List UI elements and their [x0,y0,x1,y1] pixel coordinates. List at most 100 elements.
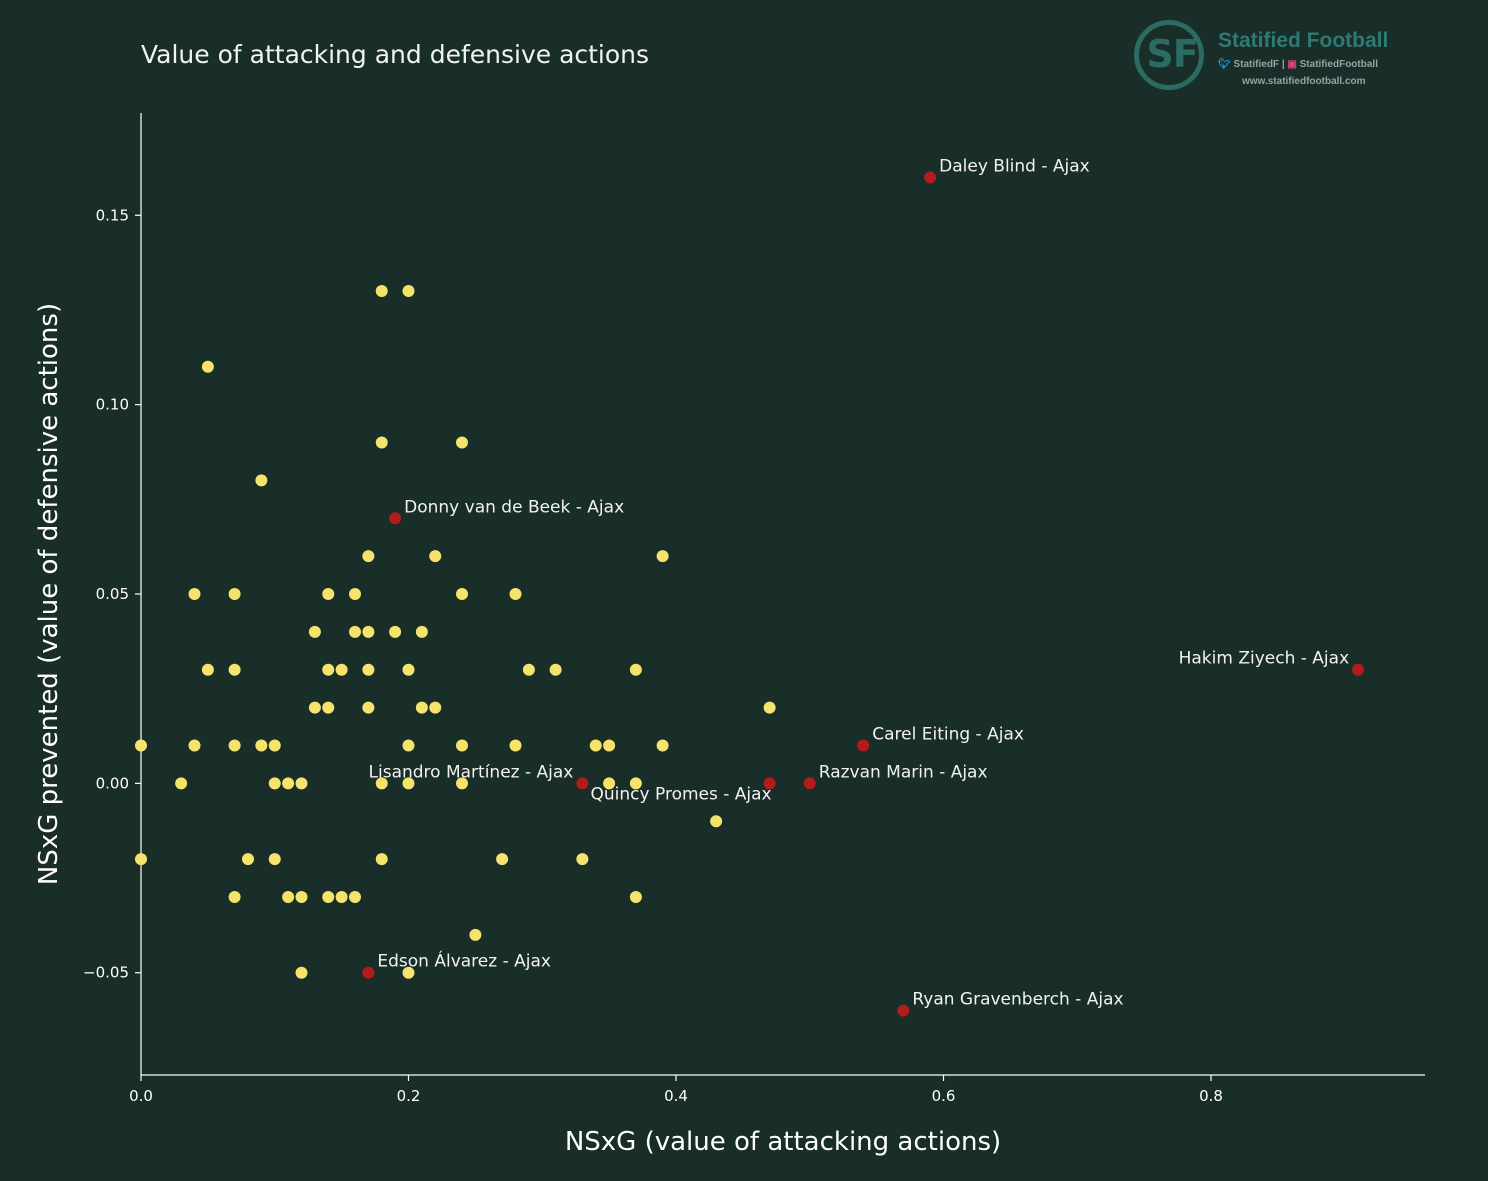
data-point [415,701,428,714]
highlighted-point [576,777,589,790]
data-point [710,815,723,828]
y-axis-title: NSxG prevented (value of defensive actio… [34,303,64,885]
data-point [349,625,361,638]
data-point [389,625,402,638]
data-point [375,285,388,298]
highlighted-point [1352,663,1365,676]
data-point [255,739,268,752]
data-point [228,588,241,600]
data-point [308,701,321,714]
data-point [375,436,388,449]
data-point [228,890,241,903]
data-point [295,890,308,903]
x-tick-label: 0.4 [664,1087,688,1105]
data-point [509,739,522,752]
data-point [763,701,776,714]
data-point [362,663,375,676]
point-label: Donny van de Beek - Ajax [404,497,624,517]
data-point [188,739,201,752]
data-point [228,739,241,752]
data-point [201,663,214,676]
x-tick-label: 0.8 [1199,1087,1223,1105]
data-point [402,777,415,790]
point-label: Razvan Marin - Ajax [819,762,988,782]
data-point [295,777,308,790]
y-tick-label: 0.05 [96,585,129,603]
data-point [375,853,388,866]
data-point [629,663,642,676]
data-point [268,739,281,752]
brand-social: 🐦︎ StatifiedF | ▣ StatifiedFootball [1218,59,1378,70]
data-point [456,588,468,600]
brand-instagram-handle: StatifiedFootball [1299,59,1378,70]
point-label: Ryan Gravenberch - Ajax [912,990,1123,1010]
twitter-icon: 🐦︎ [1218,59,1231,70]
logo-monogram: SF [1146,32,1198,76]
point-label: Hakim Ziyech - Ajax [1179,649,1350,669]
point-label: Quincy Promes - Ajax [591,784,772,804]
data-point [375,777,388,790]
instagram-icon: ▣ [1287,59,1297,70]
data-point [496,853,509,866]
data-point [282,890,295,903]
data-point [135,739,147,752]
logo-ring-icon [1134,20,1204,90]
data-point [429,550,442,563]
brand-logo: SF Statified Football 🐦︎ StatifiedF | ▣ … [1134,20,1424,100]
highlighted-point [763,777,776,790]
data-point [255,474,268,487]
data-point [629,777,642,790]
y-tick-label: 0.10 [96,396,129,414]
data-point [402,285,415,298]
y-tick-label: 0.00 [96,774,129,792]
data-point [456,436,468,449]
data-point [656,739,669,752]
data-point [522,663,535,676]
x-axis-title: NSxG (value of attacking actions) [565,1127,1001,1157]
highlighted-point [803,777,816,790]
point-label: Lisandro Martínez - Ajax [369,762,574,782]
data-point [228,663,241,676]
data-point [456,739,468,752]
data-point [349,890,361,903]
chart-point-labels: Daley Blind - Ajax Donny van de Beek - Aj… [369,156,1350,1009]
data-point [322,588,335,600]
data-point [201,360,214,373]
y-tick-label: 0.15 [96,206,129,224]
data-point [603,739,616,752]
data-point [295,966,308,979]
chart-axes: 0.0 0.2 0.4 0.6 0.8 −0.05 0.00 0.05 0.10 0.15 NSxG… [34,113,1425,1157]
x-tick-label: 0.2 [397,1087,421,1105]
brand-name: Statified Football [1218,29,1389,52]
data-point [402,663,415,676]
data-point [322,701,335,714]
data-point [322,890,335,903]
data-point [629,890,642,903]
data-point [308,625,321,638]
data-point [135,853,147,866]
data-point [268,853,281,866]
brand-url: www.statifiedfootball.com [1242,76,1366,87]
data-point [429,701,442,714]
data-point [456,777,468,790]
data-point [188,588,201,600]
data-point [469,928,482,941]
data-point [362,701,375,714]
chart-points [135,171,1365,1017]
highlighted-point [924,171,937,184]
data-point [362,625,375,638]
data-point [402,739,415,752]
x-tick-label: 0.6 [932,1087,956,1105]
data-point [268,777,281,790]
data-point [242,853,254,866]
point-label: Edson Álvarez - Ajax [377,950,551,972]
data-point [335,663,348,676]
data-point [362,550,375,563]
data-point [175,777,188,790]
chart-title: Value of attacking and defensive actions [141,40,650,69]
data-point [415,625,428,638]
point-label: Daley Blind - Ajax [939,156,1090,176]
x-tick-label: 0.0 [129,1087,153,1105]
point-label: Carel Eiting - Ajax [872,724,1024,744]
brand-twitter-handle: StatifiedF [1233,59,1280,70]
